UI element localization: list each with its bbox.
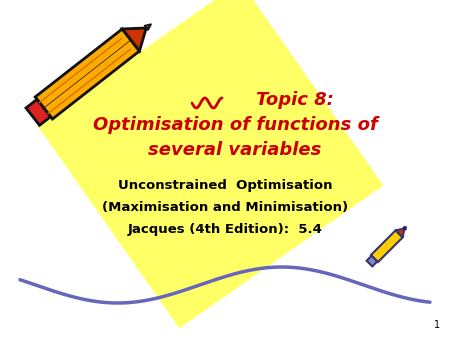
- Text: 1: 1: [434, 320, 440, 330]
- Polygon shape: [144, 24, 151, 30]
- Polygon shape: [396, 228, 405, 237]
- Polygon shape: [35, 29, 140, 119]
- Text: Unconstrained  Optimisation: Unconstrained Optimisation: [118, 178, 332, 192]
- Polygon shape: [122, 28, 146, 51]
- Polygon shape: [26, 99, 50, 125]
- Polygon shape: [38, 0, 382, 327]
- Text: Jacques (4th Edition):  5.4: Jacques (4th Edition): 5.4: [127, 222, 323, 236]
- Polygon shape: [371, 230, 403, 262]
- Polygon shape: [403, 227, 406, 230]
- Text: (Maximisation and Minimisation): (Maximisation and Minimisation): [102, 200, 348, 214]
- Text: Optimisation of functions of: Optimisation of functions of: [93, 116, 378, 134]
- Text: Topic 8:: Topic 8:: [256, 91, 334, 109]
- Text: several variables: several variables: [148, 141, 322, 159]
- Polygon shape: [367, 256, 377, 266]
